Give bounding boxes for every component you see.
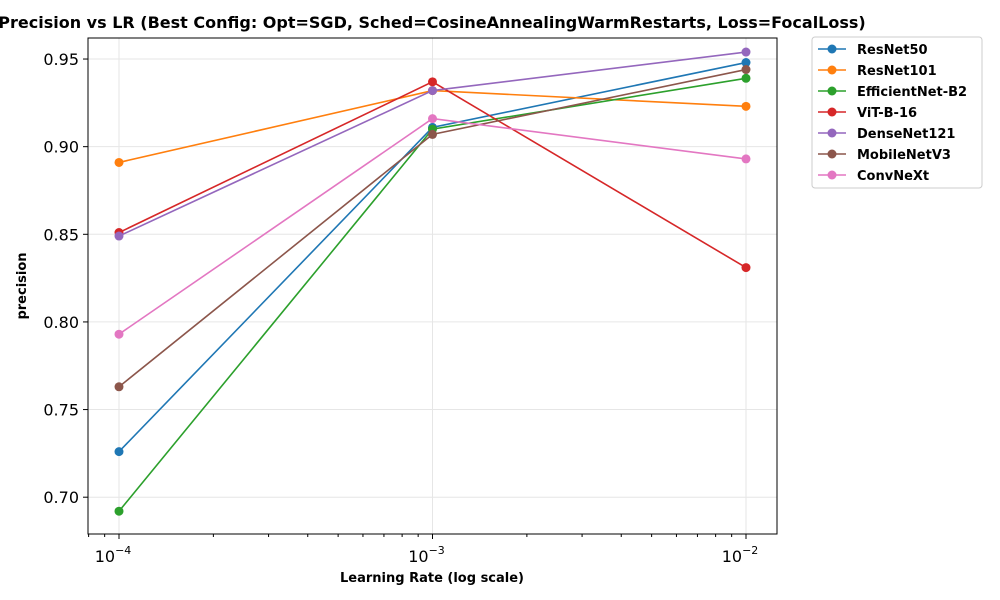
legend-label-densenet121: DenseNet121	[857, 127, 955, 142]
data-point-vit-b-16	[428, 77, 437, 87]
legend-marker-vit-b-16	[827, 107, 837, 117]
data-point-efficientnet-b2	[741, 73, 751, 83]
y-tick-label: 0.75	[43, 401, 79, 420]
x-tick-base: 10	[408, 547, 428, 566]
legend-frame	[811, 36, 983, 189]
x-tick-label: 10−4	[95, 544, 132, 566]
legend-marker-efficientnet-b2	[827, 86, 837, 96]
data-point-vit-b-16	[741, 263, 751, 273]
data-point-resnet101	[741, 101, 751, 111]
y-tick-label: 0.85	[43, 225, 79, 244]
legend-marker-resnet101	[827, 65, 837, 75]
data-point-densenet121	[114, 231, 124, 241]
data-point-efficientnet-b2	[114, 506, 124, 516]
data-point-densenet121	[428, 86, 437, 96]
data-point-resnet50	[741, 58, 751, 68]
x-tick-exponent: −4	[115, 544, 131, 557]
legend-label-vit-b-16: ViT-B-16	[857, 106, 917, 121]
data-point-mobilenetv3	[741, 65, 751, 75]
x-axis-label: Learning Rate (log scale)	[340, 571, 524, 586]
data-point-convnext	[741, 154, 751, 164]
x-tick-base: 10	[95, 547, 115, 566]
legend-label-convnext: ConvNeXt	[857, 169, 929, 184]
y-tick-label: 0.90	[43, 138, 79, 157]
data-point-mobilenetv3	[428, 129, 437, 139]
data-point-resnet50	[114, 447, 124, 457]
y-tick-label: 0.95	[43, 50, 79, 69]
chart-title: Precision vs LR (Best Config: Opt=SGD, S…	[0, 13, 866, 32]
legend-label-mobilenetv3: MobileNetV3	[857, 148, 951, 163]
plot-series	[114, 47, 751, 516]
data-point-convnext	[428, 114, 437, 124]
legend-label-efficientnet-b2: EfficientNet-B2	[857, 85, 967, 100]
data-point-densenet121	[741, 47, 751, 57]
y-tick-label: 0.80	[43, 313, 79, 332]
legend-label-resnet50: ResNet50	[857, 43, 928, 58]
y-tick-label: 0.70	[43, 488, 79, 507]
legend-label-resnet101: ResNet101	[857, 64, 937, 79]
data-point-convnext	[114, 329, 124, 339]
x-tick-exponent: −3	[429, 544, 445, 557]
legend-marker-mobilenetv3	[827, 149, 837, 159]
x-tick-base: 10	[722, 547, 742, 566]
x-tick-label: 10−2	[722, 544, 759, 566]
data-point-mobilenetv3	[114, 382, 124, 392]
x-tick-label: 10−3	[408, 544, 445, 566]
legend-marker-convnext	[827, 170, 837, 180]
data-point-resnet101	[114, 157, 124, 167]
x-tick-exponent: −2	[742, 544, 758, 557]
grid-lines	[88, 38, 777, 534]
legend-marker-resnet50	[827, 44, 837, 54]
legend: ResNet50 ResNet101 EfficientNet-B2 ViT-B-16…	[811, 36, 983, 189]
legend-marker-densenet121	[827, 128, 837, 138]
y-axis-label: precision	[15, 252, 30, 319]
